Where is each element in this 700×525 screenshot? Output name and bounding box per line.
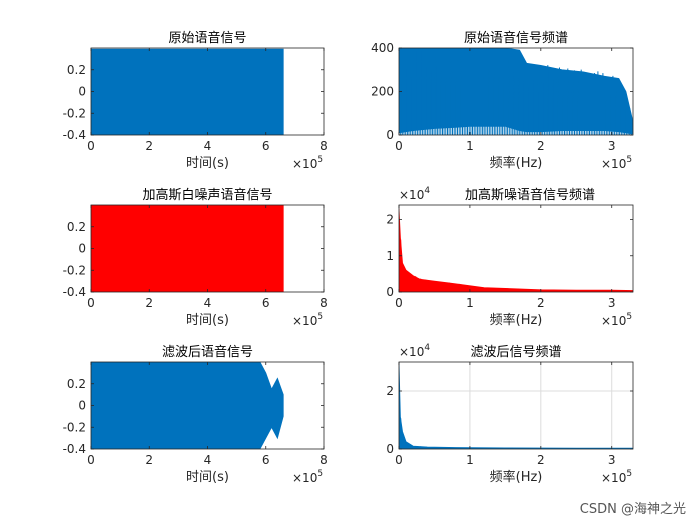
x-tick-label: 3: [608, 453, 616, 467]
series-envelope: [91, 362, 284, 449]
chart-title: 原始语音信号频谱: [464, 30, 568, 46]
x-tick-label: 1: [466, 296, 474, 310]
series-envelope: [91, 205, 284, 292]
x-tick-label: 8: [320, 139, 328, 153]
x-tick-label: 2: [537, 453, 545, 467]
y-tick-label: 200: [371, 85, 394, 99]
x-tick-label: 0: [87, 139, 95, 153]
x-tick-label: 4: [204, 139, 212, 153]
chart-title: 滤波后语音信号: [162, 344, 253, 360]
series-envelope: [399, 362, 633, 449]
x-tick-label: 8: [320, 296, 328, 310]
x-axis-label: 频率(Hz): [490, 312, 543, 328]
x-tick-label: 3: [608, 139, 616, 153]
y-tick-label: 0.2: [67, 220, 86, 234]
y-tick-label: 2: [386, 384, 394, 398]
y-tick-label: 0: [386, 285, 394, 299]
x-tick-label: 8: [320, 453, 328, 467]
y-tick-label: 400: [371, 41, 394, 55]
x-tick-label: 6: [262, 453, 270, 467]
axes-box: [398, 204, 634, 293]
watermark: CSDN @海神之光: [579, 502, 686, 517]
x-tick-label: 6: [262, 139, 270, 153]
series-envelope: [91, 48, 284, 135]
plot-area: [399, 362, 633, 449]
x-axis-label: 时间(s): [186, 156, 229, 171]
y-tick-label: -0.4: [63, 128, 86, 142]
x-tick-label: 1: [466, 139, 474, 153]
y-tick-label: 1: [386, 249, 394, 263]
x-tick-label: 2: [145, 453, 153, 467]
series-group: [399, 208, 633, 292]
x-tick-label: 0: [395, 139, 403, 153]
y-tick-label: -0.2: [63, 106, 86, 120]
y-multiplier: ×104: [399, 186, 430, 202]
series-group: [399, 48, 633, 135]
y-tick-label: 0: [386, 442, 394, 456]
y-tick-label: 0.2: [67, 377, 86, 391]
x-axis-label: 时间(s): [186, 470, 229, 485]
series-spikes: [399, 239, 633, 292]
axes-box: [398, 361, 634, 450]
y-tick-label: 0: [78, 399, 86, 413]
x-axis-label: 频率(Hz): [490, 155, 543, 171]
y-multiplier: ×104: [399, 343, 430, 359]
x-tick-label: 2: [145, 296, 153, 310]
chart-title: 原始语音信号: [168, 30, 246, 46]
x-tick-label: 2: [537, 296, 545, 310]
x-axis-label: 频率(Hz): [490, 469, 543, 485]
series-group: [91, 205, 284, 292]
series-group: [91, 362, 284, 449]
chart-title: 滤波后信号频谱: [470, 345, 561, 360]
y-tick-label: -0.2: [63, 420, 86, 434]
x-tick-label: 0: [395, 296, 403, 310]
x-multiplier: ×105: [292, 469, 323, 485]
chart-title: 加高斯白噪声语音信号: [142, 187, 272, 203]
series-spikes: [399, 48, 633, 135]
x-tick-label: 1: [466, 453, 474, 467]
y-tick-label: -0.4: [63, 442, 86, 456]
x-tick-label: 2: [537, 139, 545, 153]
x-tick-label: 0: [87, 453, 95, 467]
series-group: [91, 48, 284, 135]
x-tick-label: 0: [87, 296, 95, 310]
y-tick-label: -0.4: [63, 285, 86, 299]
plot-area: [399, 205, 633, 292]
x-axis-label: 时间(s): [186, 313, 229, 328]
x-multiplier: ×105: [601, 469, 632, 485]
y-tick-label: 0.2: [67, 63, 86, 77]
chart-title: 加高斯噪语音信号频谱: [465, 187, 595, 203]
x-tick-label: 3: [608, 296, 616, 310]
x-multiplier: ×105: [292, 312, 323, 328]
x-tick-label: 6: [262, 296, 270, 310]
y-tick-label: 0: [78, 242, 86, 256]
x-multiplier: ×105: [292, 155, 323, 171]
x-tick-label: 4: [204, 453, 212, 467]
y-tick-label: 2: [386, 213, 394, 227]
x-tick-label: 4: [204, 296, 212, 310]
x-multiplier: ×105: [601, 155, 632, 171]
y-tick-label: 0: [78, 85, 86, 99]
x-tick-label: 0: [395, 453, 403, 467]
x-tick-label: 2: [145, 139, 153, 153]
y-tick-label: 0: [386, 128, 394, 142]
y-tick-label: -0.2: [63, 263, 86, 277]
x-multiplier: ×105: [601, 312, 632, 328]
